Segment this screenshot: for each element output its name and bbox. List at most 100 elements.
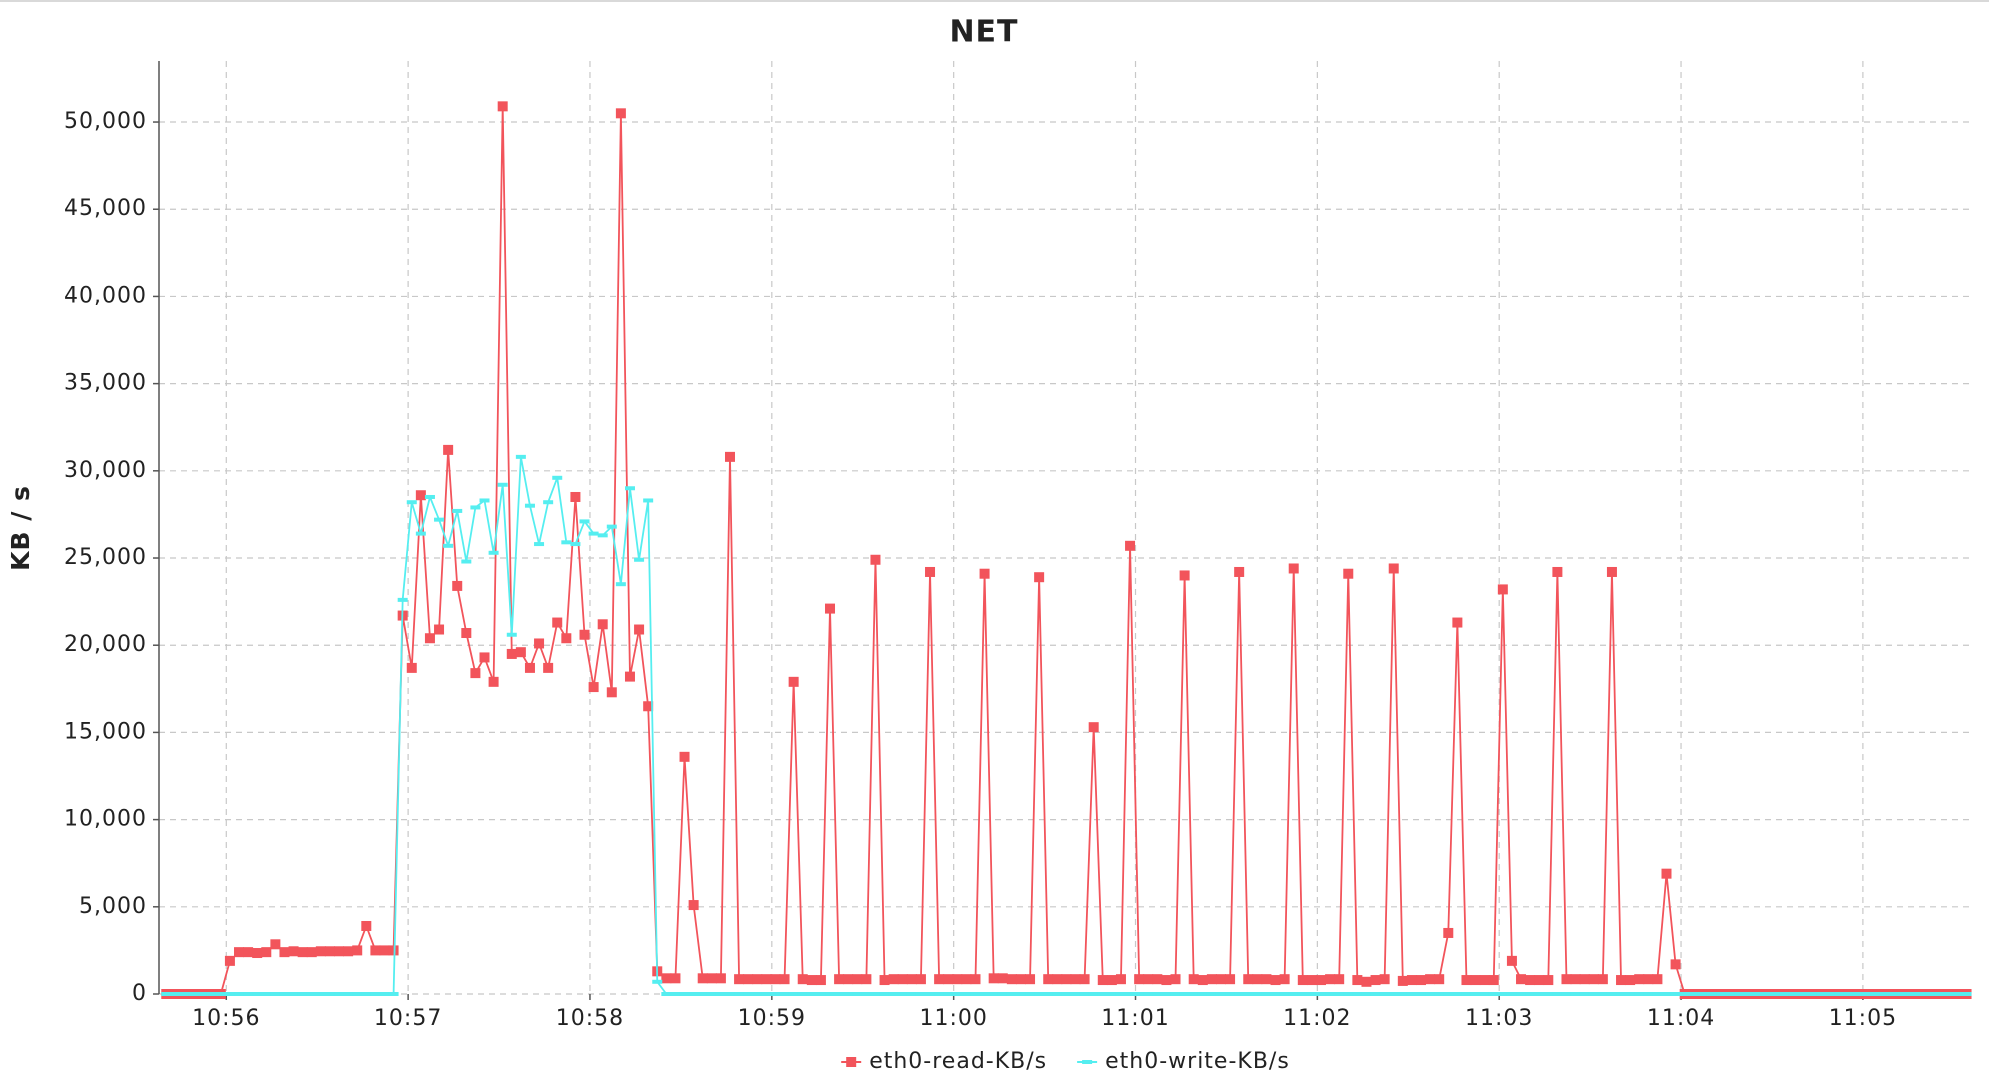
data-point [1643,992,1654,996]
data-point [1015,974,1026,985]
data-point [1361,976,1372,987]
data-point [1125,540,1136,551]
data-point [1325,974,1336,985]
data-point [979,992,990,996]
data-point [443,543,454,548]
data-point [1452,617,1463,628]
data-point [1488,992,1499,996]
data-point [270,992,281,996]
data-point [243,947,254,958]
data-point [1315,975,1326,986]
data-point [1570,974,1581,985]
data-point [1225,974,1236,985]
data-point [943,992,954,996]
data-point [243,992,254,996]
data-point [1543,992,1554,996]
data-point [234,992,245,996]
data-point [915,992,926,996]
data-point [852,974,863,985]
data-point [1388,563,1399,574]
data-point [834,974,845,985]
x-tick-label: 11:00 [919,1006,987,1031]
data-point [570,491,581,502]
data-point [879,992,890,996]
data-point [661,992,672,996]
data-point [825,603,836,614]
data-point [1097,975,1108,986]
data-point [588,682,599,693]
series-line [166,455,1967,995]
data-point [1570,992,1581,996]
data-point [1588,992,1599,996]
data-point [679,992,690,996]
data-point [1134,992,1145,996]
data-point [1806,992,1817,996]
data-point [479,652,490,663]
data-point [1261,974,1272,985]
data-point [1534,992,1545,996]
data-point [470,505,481,510]
data-point [1634,974,1645,985]
legend: eth0-read-KB/s eth0-write-KB/s [841,1049,1289,1074]
data-point [1034,572,1045,583]
data-point [697,992,708,996]
data-point [1243,974,1254,985]
y-tick-label: 15,000 [64,719,147,744]
data-point [797,974,808,985]
data-point [1843,992,1854,996]
data-point [579,519,590,524]
data-point [1079,974,1090,985]
data-point [1279,974,1290,985]
data-point [324,946,335,957]
data-point [1188,992,1199,996]
data-point [515,647,526,658]
data-point [1670,992,1681,996]
data-point [406,662,417,673]
data-point [288,992,299,996]
data-point [1643,974,1654,985]
data-point [843,992,854,996]
y-tick-label: 45,000 [64,196,147,221]
data-point [224,992,235,996]
data-point [170,992,181,996]
y-tick-label: 0 [132,981,147,1006]
data-point [1106,975,1117,986]
data-point [715,973,726,984]
data-point [1270,975,1281,986]
data-point [1888,992,1899,996]
data-point [434,624,445,635]
data-point [252,948,263,959]
data-point [843,974,854,985]
data-point [897,974,908,985]
data-point [397,597,408,602]
data-point [888,974,899,985]
data-point [1561,992,1572,996]
data-point [1734,992,1745,996]
data-point [224,955,235,966]
data-point [1625,992,1636,996]
data-point [1534,975,1545,986]
data-point [761,992,772,996]
data-point [261,947,272,958]
data-point [1097,992,1108,996]
data-point [524,503,535,508]
data-point [1752,992,1763,996]
data-point [615,582,626,587]
data-point [788,676,799,687]
data-point [1279,992,1290,996]
data-point [1588,974,1599,985]
data-point [1688,992,1699,996]
data-point [1197,975,1208,986]
y-tick-label: 5,000 [79,894,147,919]
data-point [1306,992,1317,996]
data-point [1525,992,1536,996]
chart-title: NET [949,15,1018,50]
data-point [1225,992,1236,996]
data-point [1897,992,1908,996]
data-point [952,992,963,996]
data-point [1361,992,1372,996]
data-point [443,444,454,455]
data-point [870,992,881,996]
data-point [834,992,845,996]
data-point [1270,992,1281,996]
